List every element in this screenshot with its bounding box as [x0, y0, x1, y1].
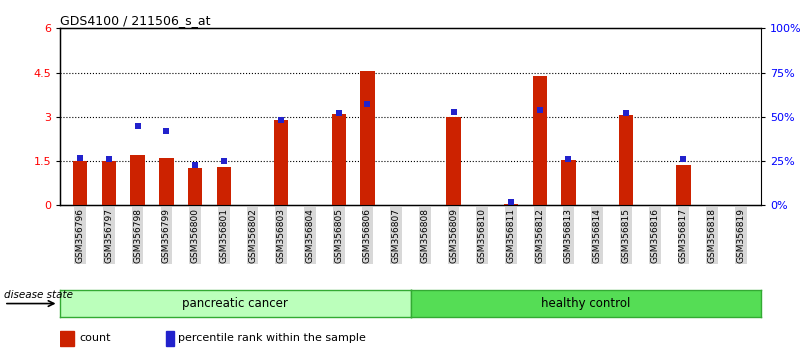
Bar: [274, 120, 288, 205]
Bar: [102, 161, 116, 205]
Bar: [73, 161, 87, 205]
Bar: [332, 114, 346, 205]
Bar: [188, 169, 203, 205]
Bar: [533, 75, 547, 205]
Text: healthy control: healthy control: [541, 297, 630, 310]
Text: GDS4100 / 211506_s_at: GDS4100 / 211506_s_at: [60, 14, 211, 27]
Bar: [446, 117, 461, 205]
Bar: [60, 331, 74, 346]
Bar: [562, 160, 576, 205]
Bar: [216, 167, 231, 205]
Bar: [159, 158, 174, 205]
Text: percentile rank within the sample: percentile rank within the sample: [178, 333, 366, 343]
Text: disease state: disease state: [4, 290, 73, 300]
Bar: [504, 204, 518, 205]
Text: pancreatic cancer: pancreatic cancer: [183, 297, 288, 310]
Bar: [131, 155, 145, 205]
Bar: [676, 166, 690, 205]
Bar: [618, 115, 633, 205]
Text: count: count: [79, 333, 111, 343]
Bar: [166, 331, 175, 346]
Bar: [360, 71, 375, 205]
